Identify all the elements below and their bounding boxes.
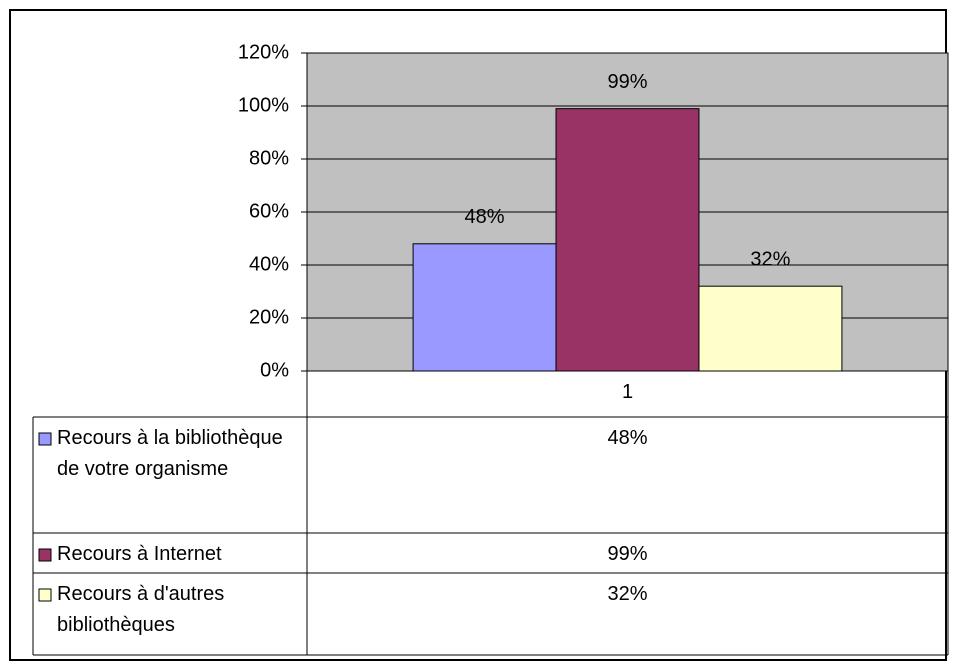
data-label: 48% xyxy=(465,206,505,228)
y-tick-label: 40% xyxy=(249,253,289,275)
table-value: 48% xyxy=(607,427,648,449)
y-tick-label: 100% xyxy=(238,94,289,116)
legend-label: Recours à d'autres bibliothèques xyxy=(57,583,225,636)
y-tick-label: 60% xyxy=(249,200,289,222)
data-label: 32% xyxy=(750,248,790,270)
bar xyxy=(412,243,557,372)
y-tick-label: 0% xyxy=(260,359,289,381)
legend-key xyxy=(38,432,52,446)
table-value: 32% xyxy=(607,583,648,605)
legend-key xyxy=(38,588,52,602)
data-label: 99% xyxy=(607,71,647,93)
category-label: 1 xyxy=(621,381,634,403)
legend-label: Recours à Internet xyxy=(57,543,222,565)
bar xyxy=(698,285,843,372)
legend-label: Recours à la bibliothèque de votre organ… xyxy=(57,427,283,480)
y-tick-label: 80% xyxy=(249,147,289,169)
bar xyxy=(555,108,700,372)
legend-key xyxy=(38,548,52,562)
y-tick-label: 20% xyxy=(249,306,289,328)
table-value: 99% xyxy=(607,543,648,565)
y-tick-label: 120% xyxy=(238,41,289,63)
